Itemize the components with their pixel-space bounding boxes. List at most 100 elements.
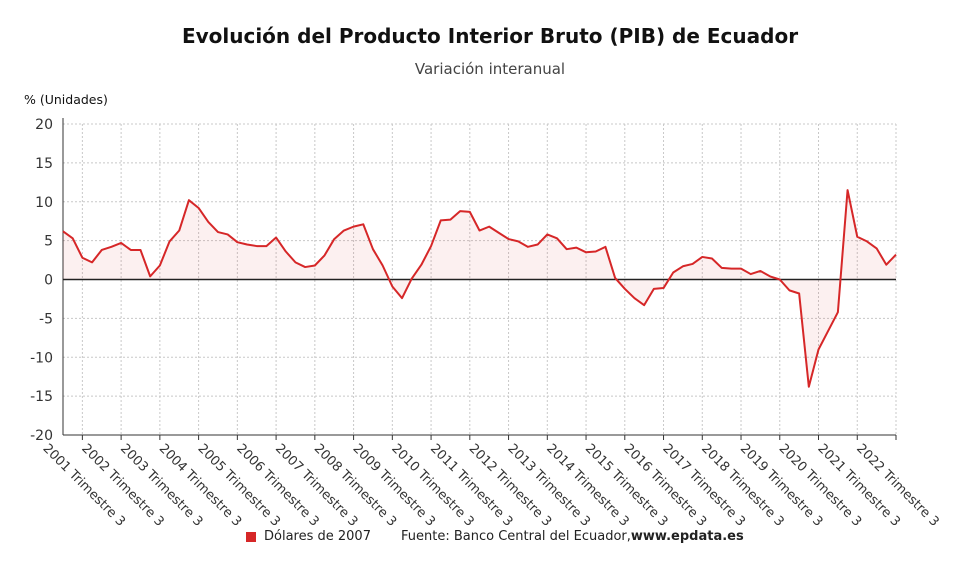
data-point: [572, 244, 580, 252]
data-point: [417, 261, 425, 269]
data-point: [185, 196, 193, 204]
data-point: [621, 285, 629, 293]
data-point: [505, 235, 513, 243]
y-tick-label: 15: [35, 156, 53, 172]
data-point: [69, 234, 77, 242]
data-point: [88, 258, 96, 266]
data-point: [650, 285, 658, 293]
series-line-dolares-2007: [62, 189, 897, 388]
data-point: [805, 383, 813, 391]
data-point: [427, 242, 435, 250]
data-point: [815, 345, 823, 353]
data-point: [708, 255, 716, 263]
chart-subtitle: Variación interanual: [414, 60, 566, 78]
data-point: [136, 246, 144, 254]
data-point: [437, 216, 445, 224]
data-point: [301, 263, 309, 271]
data-point: [195, 204, 203, 212]
data-point: [156, 262, 164, 270]
data-point: [398, 294, 406, 302]
data-point: [669, 269, 677, 277]
data-point: [563, 245, 571, 253]
data-point: [204, 218, 212, 226]
data-point: [718, 264, 726, 272]
data-point: [534, 241, 542, 249]
data-point: [611, 274, 619, 282]
chart-title: Evolución del Producto Interior Bruto (P…: [181, 24, 799, 48]
data-point: [553, 234, 561, 242]
data-point: [689, 260, 697, 268]
data-point: [785, 286, 793, 294]
data-point: [727, 265, 735, 273]
data-point: [873, 244, 881, 252]
data-point: [359, 220, 367, 228]
data-point: [59, 227, 67, 235]
data-point: [291, 258, 299, 266]
data-point: [282, 248, 290, 256]
data-point: [379, 262, 387, 270]
data-point: [863, 237, 871, 245]
legend-swatch: [246, 531, 256, 542]
data-point: [679, 262, 687, 270]
y-tick-label: 5: [44, 234, 53, 250]
y-tick-label: -10: [30, 350, 53, 366]
data-point: [127, 246, 135, 254]
data-point: [224, 230, 232, 238]
data-point: [388, 282, 396, 290]
data-point: [485, 223, 493, 231]
y-tick-label: 0: [44, 273, 53, 289]
data-point: [311, 262, 319, 270]
chart-footer: Dólares de 2007 Fuente: Banco Central de…: [246, 529, 744, 544]
data-point: [844, 186, 852, 194]
data-point: [175, 227, 183, 235]
data-point: [233, 238, 241, 246]
y-tick-label: -20: [30, 428, 53, 444]
data-point: [253, 242, 261, 250]
data-point: [340, 227, 348, 235]
data-point: [543, 230, 551, 238]
data-point: [640, 301, 648, 309]
data-point: [747, 270, 755, 278]
data-point: [408, 275, 416, 283]
data-point: [776, 276, 784, 284]
data-point: [514, 237, 522, 245]
data-point: [350, 223, 358, 231]
y-tick-label: -5: [39, 311, 53, 327]
source-link[interactable]: www.epdata.es: [630, 529, 744, 544]
data-point: [117, 239, 125, 247]
data-point: [524, 243, 532, 251]
data-point: [660, 284, 668, 292]
data-point: [892, 251, 900, 259]
data-point: [330, 235, 338, 243]
series-area-fill: [63, 190, 896, 387]
data-point: [321, 251, 329, 259]
data-point: [582, 248, 590, 256]
y-tick-label: 10: [35, 195, 53, 211]
data-point: [272, 234, 280, 242]
data-point: [795, 289, 803, 297]
data-point: [737, 265, 745, 273]
legend-label: Dólares de 2007: [264, 529, 371, 544]
data-point: [446, 216, 454, 224]
data-point: [166, 237, 174, 245]
data-point: [834, 308, 842, 316]
data-point: [756, 267, 764, 275]
source-text: Fuente: Banco Central del Ecuador,: [400, 529, 631, 544]
data-point: [698, 253, 706, 261]
data-point: [630, 294, 638, 302]
data-point: [456, 207, 464, 215]
data-point: [592, 248, 600, 256]
data-point: [601, 243, 609, 251]
data-point: [824, 327, 832, 335]
data-point: [214, 228, 222, 236]
data-point: [853, 233, 861, 241]
data-point: [466, 208, 474, 216]
y-tick-label: 20: [35, 117, 53, 133]
data-point: [107, 243, 115, 251]
data-point: [476, 227, 484, 235]
data-point: [98, 246, 106, 254]
data-point: [78, 254, 86, 262]
y-tick-label: -15: [30, 389, 53, 405]
data-point: [243, 241, 251, 249]
